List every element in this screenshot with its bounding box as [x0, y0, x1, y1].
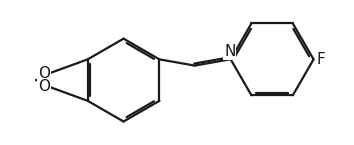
- Text: O: O: [38, 66, 50, 81]
- Text: N: N: [224, 44, 235, 59]
- Text: F: F: [316, 52, 325, 67]
- Text: O: O: [38, 79, 50, 94]
